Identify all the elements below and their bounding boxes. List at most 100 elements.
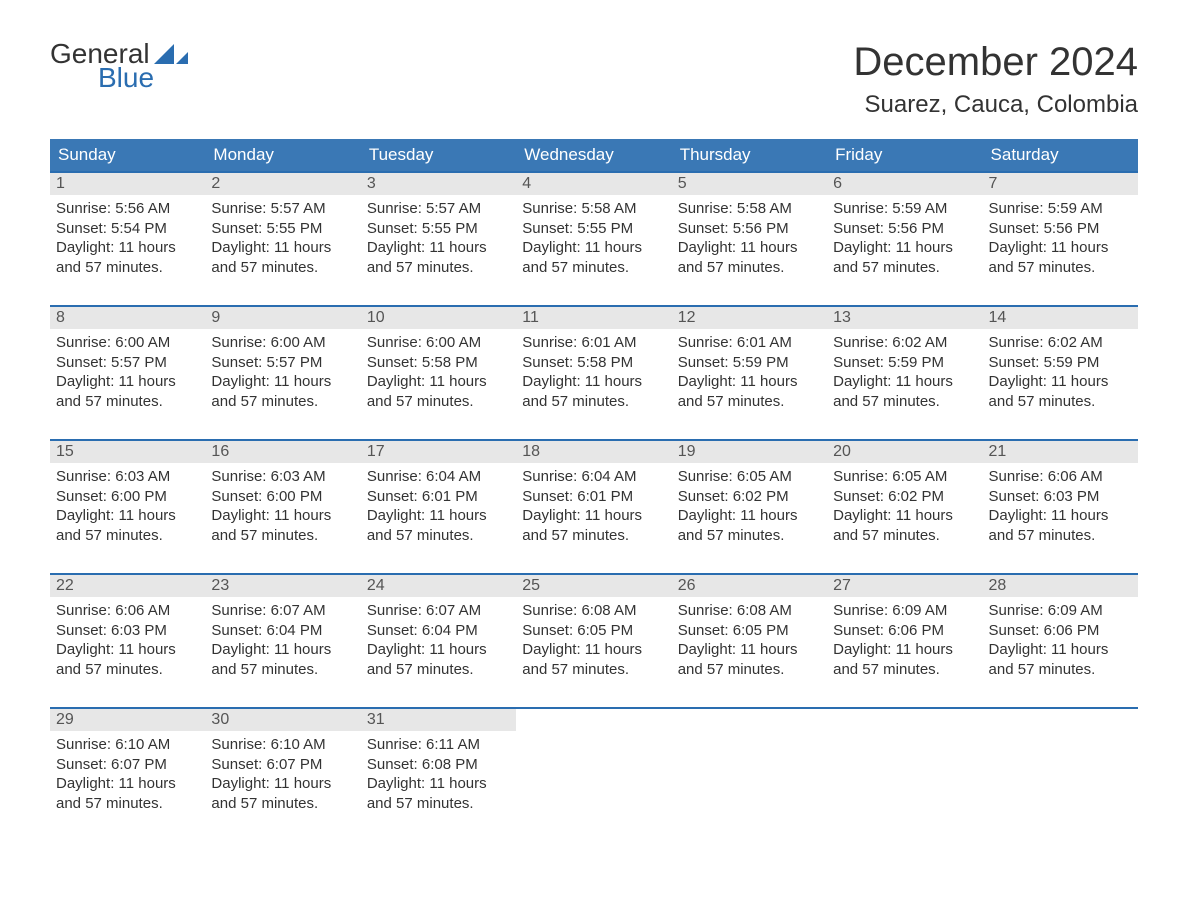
sunset-line: Sunset: 5:56 PM	[989, 219, 1132, 239]
day-body: Sunrise: 5:56 AMSunset: 5:54 PMDaylight:…	[50, 195, 205, 281]
calendar: SundayMondayTuesdayWednesdayThursdayFrid…	[50, 139, 1138, 837]
day-number: 23	[205, 575, 360, 597]
sunrise-line: Sunrise: 6:00 AM	[367, 333, 510, 353]
sunrise-line: Sunrise: 6:04 AM	[367, 467, 510, 487]
sunset-line: Sunset: 6:08 PM	[367, 755, 510, 775]
day-number: 18	[516, 441, 671, 463]
day-number: 22	[50, 575, 205, 597]
day-number: 24	[361, 575, 516, 597]
daylight-line: Daylight: 11 hours and 57 minutes.	[678, 238, 821, 277]
sunset-line: Sunset: 6:02 PM	[678, 487, 821, 507]
day-number: 28	[983, 575, 1138, 597]
day-number: 7	[983, 173, 1138, 195]
day-number: 1	[50, 173, 205, 195]
sunset-line: Sunset: 5:59 PM	[989, 353, 1132, 373]
daylight-line: Daylight: 11 hours and 57 minutes.	[211, 640, 354, 679]
sunrise-line: Sunrise: 6:03 AM	[211, 467, 354, 487]
sunset-line: Sunset: 5:55 PM	[211, 219, 354, 239]
day-header-thursday: Thursday	[672, 139, 827, 171]
sunrise-line: Sunrise: 6:05 AM	[678, 467, 821, 487]
day-cell: 11Sunrise: 6:01 AMSunset: 5:58 PMDayligh…	[516, 307, 671, 435]
sunrise-line: Sunrise: 6:01 AM	[522, 333, 665, 353]
day-body: Sunrise: 6:10 AMSunset: 6:07 PMDaylight:…	[205, 731, 360, 817]
sunset-line: Sunset: 5:56 PM	[678, 219, 821, 239]
daylight-line: Daylight: 11 hours and 57 minutes.	[367, 640, 510, 679]
location-subtitle: Suarez, Cauca, Colombia	[853, 91, 1138, 119]
day-cell: 16Sunrise: 6:03 AMSunset: 6:00 PMDayligh…	[205, 441, 360, 569]
day-cell: 2Sunrise: 5:57 AMSunset: 5:55 PMDaylight…	[205, 173, 360, 301]
day-body: Sunrise: 5:58 AMSunset: 5:56 PMDaylight:…	[672, 195, 827, 281]
daylight-line: Daylight: 11 hours and 57 minutes.	[522, 640, 665, 679]
day-body: Sunrise: 5:59 AMSunset: 5:56 PMDaylight:…	[827, 195, 982, 281]
day-cell: 1Sunrise: 5:56 AMSunset: 5:54 PMDaylight…	[50, 173, 205, 301]
sunset-line: Sunset: 5:55 PM	[367, 219, 510, 239]
day-body: Sunrise: 6:01 AMSunset: 5:59 PMDaylight:…	[672, 329, 827, 415]
day-body: Sunrise: 6:02 AMSunset: 5:59 PMDaylight:…	[983, 329, 1138, 415]
day-cell	[827, 709, 982, 837]
sunrise-line: Sunrise: 5:58 AM	[678, 199, 821, 219]
sunrise-line: Sunrise: 6:03 AM	[56, 467, 199, 487]
sunset-line: Sunset: 6:04 PM	[211, 621, 354, 641]
day-body: Sunrise: 6:04 AMSunset: 6:01 PMDaylight:…	[361, 463, 516, 549]
day-cell: 8Sunrise: 6:00 AMSunset: 5:57 PMDaylight…	[50, 307, 205, 435]
sunrise-line: Sunrise: 6:04 AM	[522, 467, 665, 487]
day-cell	[983, 709, 1138, 837]
day-body: Sunrise: 5:59 AMSunset: 5:56 PMDaylight:…	[983, 195, 1138, 281]
sunrise-line: Sunrise: 6:09 AM	[989, 601, 1132, 621]
daylight-line: Daylight: 11 hours and 57 minutes.	[367, 774, 510, 813]
day-body: Sunrise: 6:07 AMSunset: 6:04 PMDaylight:…	[205, 597, 360, 683]
day-body: Sunrise: 6:08 AMSunset: 6:05 PMDaylight:…	[516, 597, 671, 683]
day-cell: 27Sunrise: 6:09 AMSunset: 6:06 PMDayligh…	[827, 575, 982, 703]
day-cell: 15Sunrise: 6:03 AMSunset: 6:00 PMDayligh…	[50, 441, 205, 569]
day-body: Sunrise: 6:06 AMSunset: 6:03 PMDaylight:…	[983, 463, 1138, 549]
day-number: 14	[983, 307, 1138, 329]
day-cell: 6Sunrise: 5:59 AMSunset: 5:56 PMDaylight…	[827, 173, 982, 301]
daylight-line: Daylight: 11 hours and 57 minutes.	[56, 640, 199, 679]
sunrise-line: Sunrise: 6:05 AM	[833, 467, 976, 487]
day-body: Sunrise: 6:00 AMSunset: 5:57 PMDaylight:…	[50, 329, 205, 415]
sunset-line: Sunset: 5:58 PM	[522, 353, 665, 373]
day-cell: 5Sunrise: 5:58 AMSunset: 5:56 PMDaylight…	[672, 173, 827, 301]
sunset-line: Sunset: 5:55 PM	[522, 219, 665, 239]
day-cell: 29Sunrise: 6:10 AMSunset: 6:07 PMDayligh…	[50, 709, 205, 837]
daylight-line: Daylight: 11 hours and 57 minutes.	[367, 372, 510, 411]
day-body: Sunrise: 6:05 AMSunset: 6:02 PMDaylight:…	[672, 463, 827, 549]
daylight-line: Daylight: 11 hours and 57 minutes.	[833, 640, 976, 679]
day-body: Sunrise: 6:09 AMSunset: 6:06 PMDaylight:…	[827, 597, 982, 683]
day-number: 31	[361, 709, 516, 731]
week-row: 1Sunrise: 5:56 AMSunset: 5:54 PMDaylight…	[50, 171, 1138, 301]
daylight-line: Daylight: 11 hours and 57 minutes.	[367, 238, 510, 277]
sunrise-line: Sunrise: 5:57 AM	[367, 199, 510, 219]
day-cell: 12Sunrise: 6:01 AMSunset: 5:59 PMDayligh…	[672, 307, 827, 435]
week-row: 15Sunrise: 6:03 AMSunset: 6:00 PMDayligh…	[50, 439, 1138, 569]
day-body: Sunrise: 6:07 AMSunset: 6:04 PMDaylight:…	[361, 597, 516, 683]
sunrise-line: Sunrise: 6:07 AM	[211, 601, 354, 621]
day-body: Sunrise: 6:03 AMSunset: 6:00 PMDaylight:…	[205, 463, 360, 549]
sunrise-line: Sunrise: 5:58 AM	[522, 199, 665, 219]
title-block: December 2024 Suarez, Cauca, Colombia	[853, 40, 1138, 119]
day-cell: 17Sunrise: 6:04 AMSunset: 6:01 PMDayligh…	[361, 441, 516, 569]
day-body: Sunrise: 6:04 AMSunset: 6:01 PMDaylight:…	[516, 463, 671, 549]
day-cell	[516, 709, 671, 837]
day-number: 25	[516, 575, 671, 597]
sunset-line: Sunset: 6:01 PM	[367, 487, 510, 507]
day-cell: 24Sunrise: 6:07 AMSunset: 6:04 PMDayligh…	[361, 575, 516, 703]
day-cell: 23Sunrise: 6:07 AMSunset: 6:04 PMDayligh…	[205, 575, 360, 703]
day-cell: 22Sunrise: 6:06 AMSunset: 6:03 PMDayligh…	[50, 575, 205, 703]
day-cell: 18Sunrise: 6:04 AMSunset: 6:01 PMDayligh…	[516, 441, 671, 569]
day-number: 9	[205, 307, 360, 329]
sunrise-line: Sunrise: 6:02 AM	[833, 333, 976, 353]
day-number: 8	[50, 307, 205, 329]
sunrise-line: Sunrise: 6:07 AM	[367, 601, 510, 621]
day-body: Sunrise: 5:57 AMSunset: 5:55 PMDaylight:…	[361, 195, 516, 281]
sunset-line: Sunset: 5:54 PM	[56, 219, 199, 239]
sunrise-line: Sunrise: 6:00 AM	[56, 333, 199, 353]
day-header-row: SundayMondayTuesdayWednesdayThursdayFrid…	[50, 139, 1138, 171]
day-cell: 7Sunrise: 5:59 AMSunset: 5:56 PMDaylight…	[983, 173, 1138, 301]
sunset-line: Sunset: 6:03 PM	[989, 487, 1132, 507]
day-header-wednesday: Wednesday	[516, 139, 671, 171]
daylight-line: Daylight: 11 hours and 57 minutes.	[833, 506, 976, 545]
day-number: 19	[672, 441, 827, 463]
sunrise-line: Sunrise: 5:59 AM	[989, 199, 1132, 219]
daylight-line: Daylight: 11 hours and 57 minutes.	[989, 506, 1132, 545]
